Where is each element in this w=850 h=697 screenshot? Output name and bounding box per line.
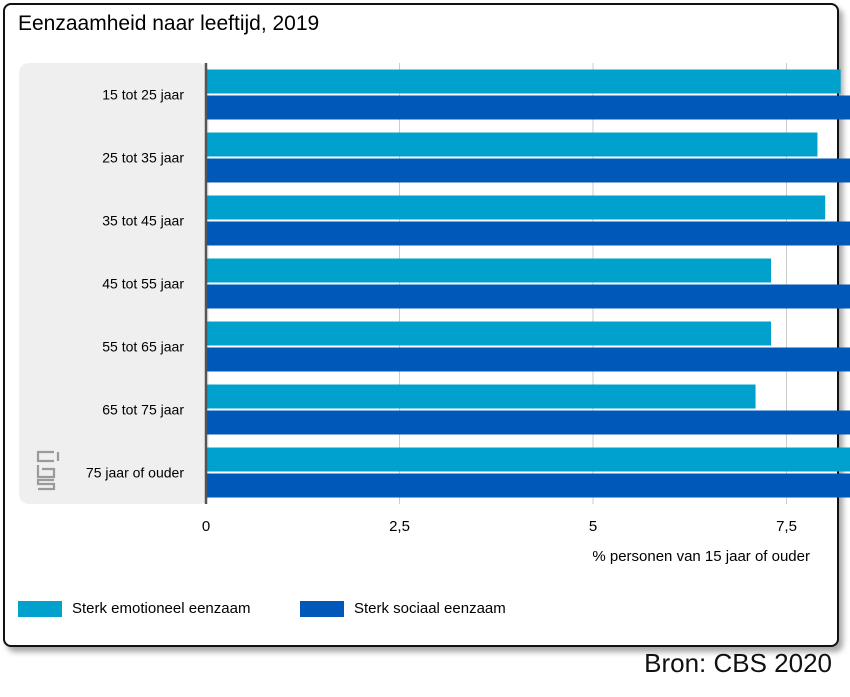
bar-emotioneel xyxy=(206,384,756,409)
chart-title: Eenzaamheid naar leeftijd, 2019 xyxy=(18,12,320,35)
category-label: 35 tot 45 jaar xyxy=(102,213,184,229)
category-label: 45 tot 55 jaar xyxy=(102,276,184,292)
bar-sociaal xyxy=(206,158,850,183)
category-panel xyxy=(19,63,209,504)
bar-emotioneel xyxy=(206,321,772,346)
bar-sociaal xyxy=(206,473,850,498)
legend-label-emotioneel: Sterk emotioneel eenzaam xyxy=(72,600,251,617)
x-tick-label: 0 xyxy=(202,518,210,535)
bar-emotioneel xyxy=(206,258,772,283)
legend-item-sociaal: Sterk sociaal eenzaam xyxy=(300,600,506,617)
category-label: 65 tot 75 jaar xyxy=(102,402,184,418)
bar-sociaal xyxy=(206,221,850,246)
legend-item-emotioneel: Sterk emotioneel eenzaam xyxy=(18,600,250,617)
bar-emotioneel xyxy=(206,132,818,157)
bar-sociaal xyxy=(206,410,850,435)
legend-swatch-sociaal xyxy=(300,600,344,617)
category-label: 25 tot 35 jaar xyxy=(102,150,184,166)
cbs-logo-icon xyxy=(34,449,62,496)
source-note: Bron: CBS 2020 xyxy=(644,648,832,678)
bar-sociaal xyxy=(206,347,850,372)
legend-swatch-emotioneel xyxy=(18,600,62,617)
x-tick-label: 2,5 xyxy=(389,518,410,535)
category-label: 55 tot 65 jaar xyxy=(102,339,184,355)
category-label: 15 tot 25 jaar xyxy=(102,87,184,103)
bar-emotioneel xyxy=(206,447,850,472)
legend-label-sociaal: Sterk sociaal eenzaam xyxy=(354,600,506,617)
bar-sociaal xyxy=(206,95,850,120)
bar-emotioneel xyxy=(206,195,826,220)
bar-emotioneel xyxy=(206,69,841,94)
x-tick-label: 5 xyxy=(589,518,597,535)
x-tick-label: 7,5 xyxy=(776,518,797,535)
category-label: 75 jaar of ouder xyxy=(86,465,184,481)
x-axis-label: % personen van 15 jaar of ouder xyxy=(592,548,810,565)
bar-sociaal xyxy=(206,284,850,309)
